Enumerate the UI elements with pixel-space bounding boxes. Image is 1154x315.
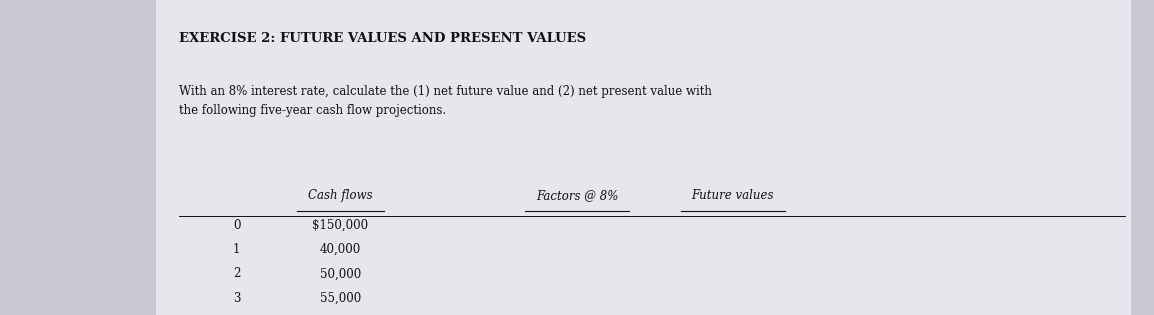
- FancyBboxPatch shape: [156, 0, 1131, 315]
- Text: Cash flows: Cash flows: [308, 189, 373, 202]
- Text: 1: 1: [233, 243, 240, 256]
- Text: 0: 0: [233, 219, 240, 232]
- Text: 2: 2: [233, 267, 240, 280]
- Text: 40,000: 40,000: [320, 243, 361, 256]
- Text: EXERCISE 2: FUTURE VALUES AND PRESENT VALUES: EXERCISE 2: FUTURE VALUES AND PRESENT VA…: [179, 32, 586, 44]
- Text: 55,000: 55,000: [320, 292, 361, 305]
- Text: Future values: Future values: [691, 189, 774, 202]
- Text: 50,000: 50,000: [320, 267, 361, 280]
- Text: With an 8% interest rate, calculate the (1) net future value and (2) net present: With an 8% interest rate, calculate the …: [179, 85, 712, 117]
- Text: Factors @ 8%: Factors @ 8%: [535, 189, 619, 202]
- Text: $150,000: $150,000: [313, 219, 368, 232]
- Text: 3: 3: [233, 292, 240, 305]
